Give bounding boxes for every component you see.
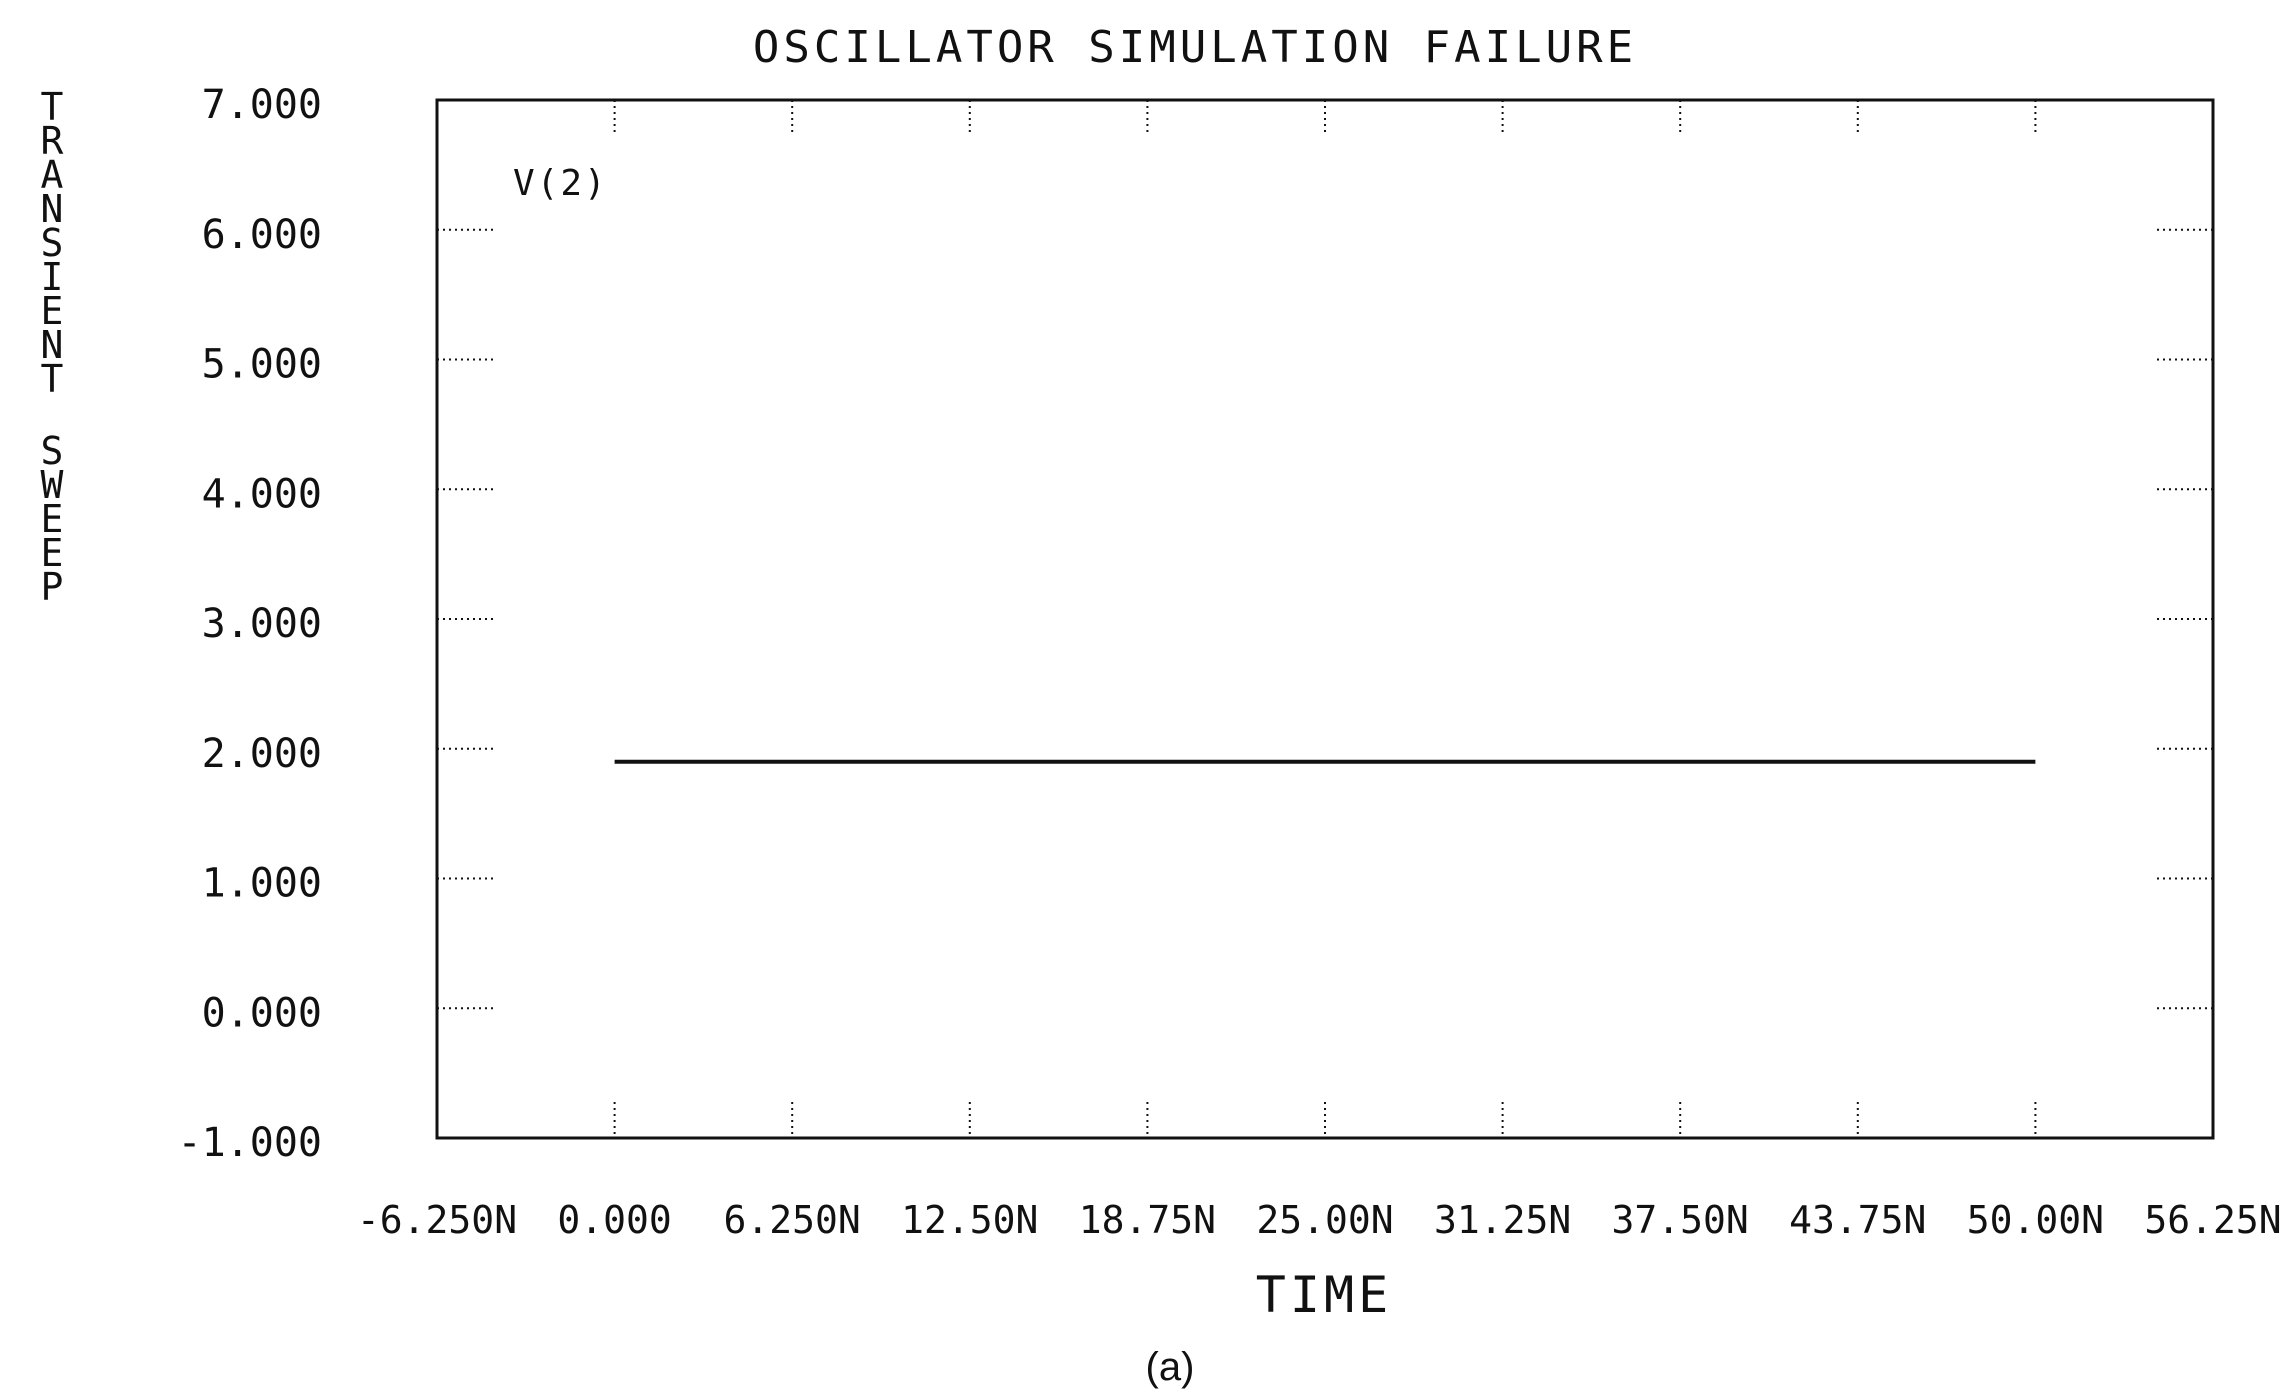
x-tick-label: 50.00N — [1967, 1198, 2104, 1242]
x-axis-label: TIME — [1256, 1266, 1392, 1324]
y-tick-label: 5.000 — [202, 342, 322, 388]
y-tick-label: 6.000 — [202, 212, 322, 258]
grid-layer — [437, 100, 2213, 1138]
series-label-v2: V(2) — [513, 163, 608, 204]
y-tick-label: 3.000 — [202, 601, 322, 647]
y-tick-label: 1.000 — [202, 861, 322, 907]
y-tick-label: -1.000 — [178, 1120, 323, 1166]
y-tick-label: 7.000 — [202, 82, 322, 128]
x-tick-label: 37.50N — [1612, 1198, 1749, 1242]
x-tick-label: 31.25N — [1434, 1198, 1571, 1242]
figure-caption: (a) — [1146, 1345, 1195, 1389]
chart-title: OSCILLATOR SIMULATION FAILURE — [753, 22, 1637, 73]
x-tick-labels: -6.250N 0.000 6.250N 12.50N 18.75N 25.00N 31.2… — [357, 1198, 2282, 1242]
x-tick-label: 25.00N — [1256, 1198, 1393, 1242]
x-tick-label: -6.250N — [357, 1198, 517, 1242]
plot-frame — [435, 98, 2215, 1140]
x-tick-label: 56.25N — [2144, 1198, 2281, 1242]
x-tick-label: 6.250N — [724, 1198, 861, 1242]
y-tick-label: 4.000 — [202, 471, 322, 517]
x-tick-label: 18.75N — [1079, 1198, 1216, 1242]
x-tick-label: 43.75N — [1789, 1198, 1926, 1242]
x-tick-label: 12.50N — [901, 1198, 1038, 1242]
y-tick-label: 2.000 — [202, 731, 322, 777]
y-tick-labels: 7.000 6.000 5.000 4.000 3.000 2.000 1.000 0.000… — [178, 82, 323, 1166]
x-tick-label: 0.000 — [557, 1198, 671, 1242]
y-tick-label: 0.000 — [202, 990, 322, 1036]
